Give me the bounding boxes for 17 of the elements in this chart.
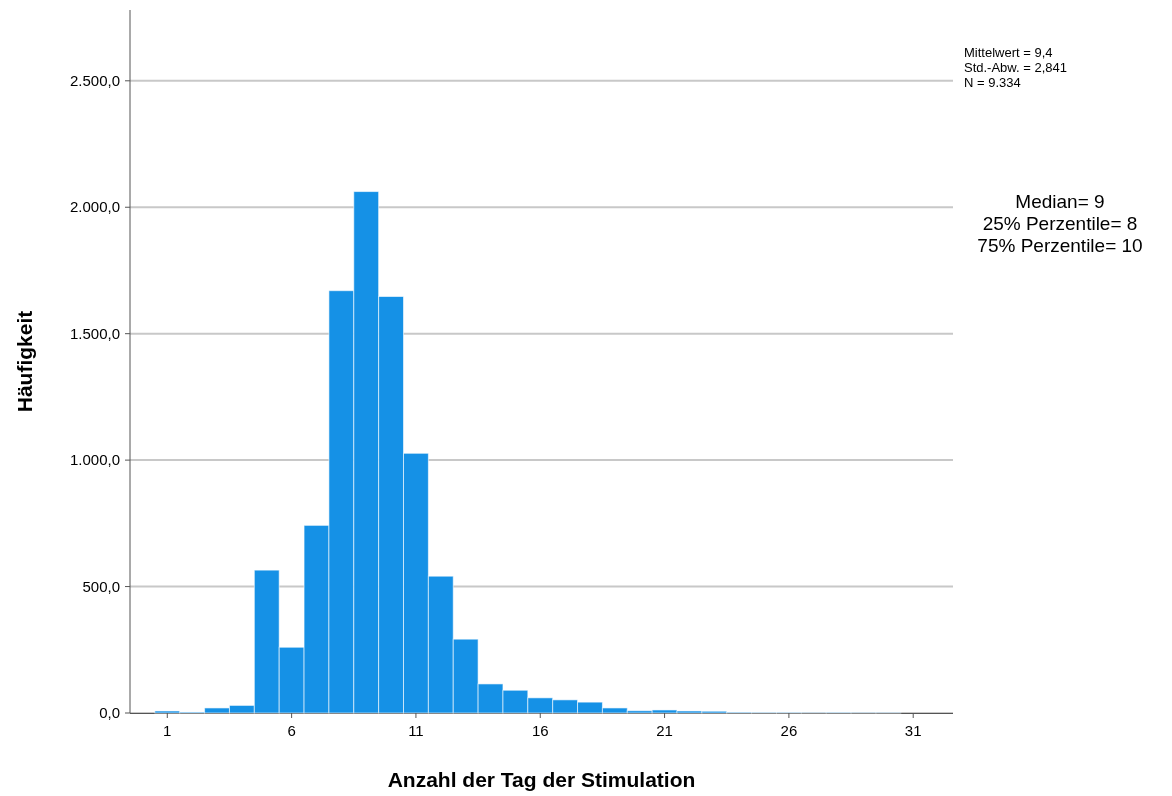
x-tick-label: 1 <box>163 722 172 739</box>
text: Mittelwert = 9,4 Std.-Abw. = 2,841 N = 9.334 <box>964 45 1067 90</box>
y-axis-title: Häufigkeit <box>13 310 36 413</box>
x-tick-label: 26 <box>780 722 798 739</box>
x-axis-title: Anzahl der Tag der Stimulation <box>387 768 696 791</box>
text: Median= 9 25% Perzentile= 8 75% Perzentile= 10 <box>977 191 1143 256</box>
x-tick-label: 21 <box>656 722 673 739</box>
x-tick-label: 11 <box>408 722 424 739</box>
y-tick-label: 1.000,0 <box>69 451 120 469</box>
y-tick-label: 2.000,0 <box>69 198 120 216</box>
y-tick-label: 1.500,0 <box>69 324 120 342</box>
y-tick-label: 0,0 <box>99 704 120 722</box>
x-tick-label: 31 <box>904 722 922 739</box>
x-tick-label: 6 <box>287 722 296 739</box>
x-tick-label: 16 <box>531 722 549 739</box>
y-tick-label: 500,0 <box>82 577 120 595</box>
y-tick-label: 2.500,0 <box>69 72 120 90</box>
